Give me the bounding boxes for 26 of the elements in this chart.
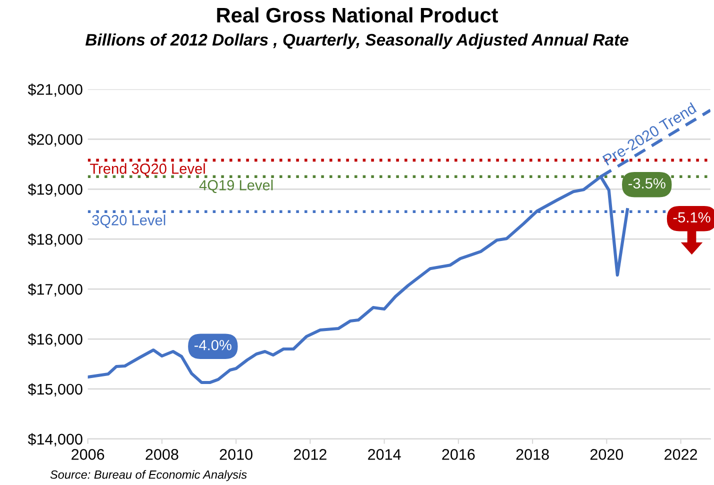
x-tick-label: 2012 bbox=[294, 449, 326, 460]
y-tick-label: $20,000 bbox=[28, 133, 82, 147]
ref-line-label: 4Q19 Level bbox=[199, 180, 273, 193]
x-tick-label: 2016 bbox=[442, 449, 475, 460]
y-tick-label: $16,000 bbox=[28, 333, 82, 347]
annotation: -3.5% bbox=[628, 178, 666, 189]
x-tick-label: 2006 bbox=[72, 449, 104, 460]
x-tick-label: 2008 bbox=[146, 449, 178, 460]
chart-title: Real Gross National Product bbox=[217, 7, 498, 23]
x-tick-label: 2022 bbox=[664, 449, 698, 460]
ref-line-label: Trend 3Q20 Level bbox=[90, 163, 205, 176]
y-tick-label: $17,000 bbox=[28, 283, 82, 297]
x-tick-label: 2010 bbox=[220, 449, 252, 460]
annotation: -4.0% bbox=[194, 340, 232, 350]
y-tick-label: $19,000 bbox=[28, 183, 82, 197]
y-tick-label: $21,000 bbox=[28, 83, 82, 97]
ref-line-label: 3Q20 Level bbox=[92, 214, 166, 228]
x-tick-label: 2018 bbox=[516, 449, 549, 460]
x-tick-label: 2014 bbox=[368, 449, 401, 460]
x-tick-label: 2020 bbox=[590, 449, 624, 460]
y-tick-label: $14,000 bbox=[28, 433, 82, 446]
chart-subtitle: Billions of 2012 Dollars , Quarterly, Seasonally Adjusted Annual Rate bbox=[85, 33, 628, 49]
annotation: -5.1% bbox=[673, 212, 710, 223]
source-note: Source: Bureau of Economic Analysis bbox=[50, 470, 247, 482]
y-tick-label: $18,000 bbox=[28, 233, 82, 247]
y-tick-label: $15,000 bbox=[28, 383, 82, 396]
